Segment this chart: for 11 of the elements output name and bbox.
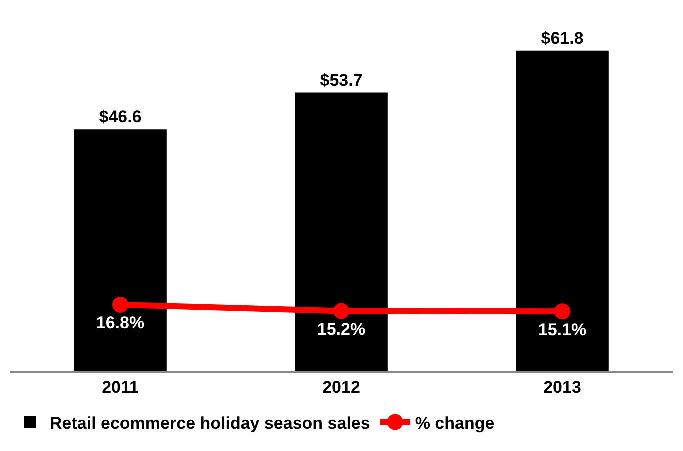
x-tick-label: 2012 bbox=[322, 378, 360, 398]
data-label: $61.8 bbox=[541, 28, 584, 48]
data-label: 16.8% bbox=[96, 314, 145, 333]
data-label: $53.7 bbox=[320, 70, 363, 90]
x-tick-label: 2011 bbox=[102, 378, 139, 398]
legend-label: Retail ecommerce holiday season sales bbox=[50, 414, 370, 433]
data-label: $46.6 bbox=[99, 108, 142, 127]
data-label: 15.1% bbox=[538, 320, 587, 340]
legend-label: % change bbox=[415, 414, 495, 433]
x-tick-label: 2013 bbox=[544, 378, 582, 398]
data-label: 15.2% bbox=[317, 320, 366, 339]
